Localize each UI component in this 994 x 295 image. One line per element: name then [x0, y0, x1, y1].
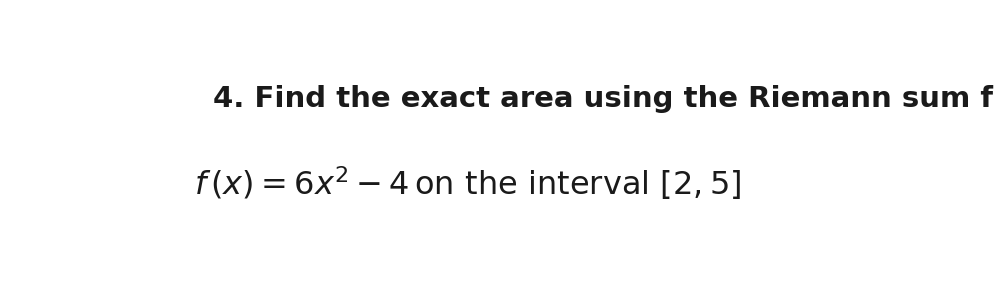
Text: 4. Find the exact area using the Riemann sum for: 4. Find the exact area using the Riemann… [213, 85, 994, 113]
Text: $f\,(x)=6x^{2}-4\,\mathrm{on\ the\ interval}\ [2,5]$: $f\,(x)=6x^{2}-4\,\mathrm{on\ the\ inter… [194, 164, 741, 202]
